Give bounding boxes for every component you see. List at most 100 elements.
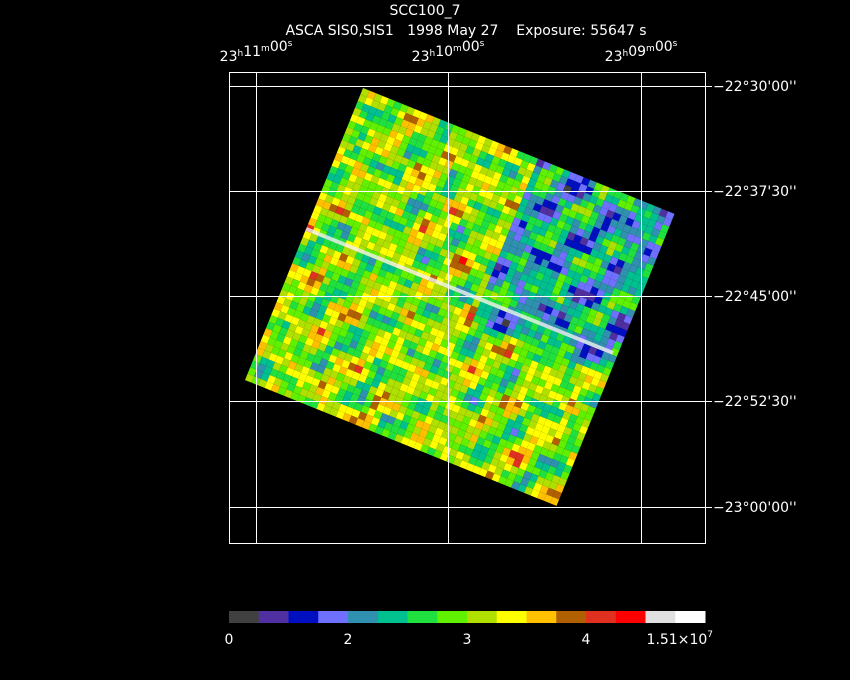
map-pixel	[537, 303, 547, 313]
map-pixel	[359, 276, 369, 286]
map-pixel	[336, 259, 346, 269]
map-pixel	[437, 383, 447, 393]
map-pixel	[493, 262, 503, 272]
map-pixel	[328, 203, 338, 213]
map-pixel	[326, 210, 336, 220]
map-pixel	[332, 363, 342, 373]
map-pixel	[570, 316, 580, 326]
map-pixel	[425, 431, 435, 441]
map-pixel	[575, 190, 585, 200]
map-pixel	[328, 316, 338, 326]
map-pixel	[454, 246, 464, 257]
ra-value: 23	[605, 49, 623, 65]
map-pixel	[497, 234, 507, 244]
map-pixel	[445, 288, 455, 298]
map-pixel	[540, 296, 550, 306]
map-pixel	[502, 334, 512, 344]
map-pixel	[407, 401, 417, 411]
map-pixel	[453, 155, 463, 166]
map-pixel	[423, 211, 433, 221]
map-pixel	[320, 298, 330, 308]
map-pixel	[472, 465, 482, 475]
map-pixel	[426, 371, 437, 381]
map-pixel	[409, 228, 419, 238]
map-pixel	[393, 380, 403, 390]
map-pixel	[278, 326, 289, 337]
map-pixel	[511, 405, 521, 415]
map-pixel	[427, 220, 437, 230]
map-pixel	[435, 239, 445, 249]
map-pixel	[404, 370, 415, 380]
map-pixel	[294, 287, 304, 298]
map-pixel	[601, 351, 611, 361]
map-pixel	[339, 253, 349, 263]
map-pixel	[481, 386, 491, 396]
map-pixel	[660, 224, 670, 234]
map-pixel	[402, 225, 412, 236]
map-pixel	[306, 390, 316, 400]
map-pixel	[474, 141, 484, 151]
map-pixel	[366, 203, 376, 213]
map-pixel	[332, 250, 342, 260]
map-pixel	[328, 241, 338, 251]
map-pixel	[348, 377, 359, 387]
map-pixel	[518, 461, 529, 471]
map-pixel	[638, 222, 648, 232]
map-pixel	[424, 415, 434, 425]
map-pixel	[484, 153, 495, 163]
map-pixel	[356, 191, 366, 202]
map-pixel	[399, 307, 410, 317]
map-pixel	[320, 336, 330, 346]
map-pixel	[483, 213, 493, 223]
map-pixel	[548, 164, 558, 174]
map-pixel	[473, 367, 483, 377]
map-pixel	[457, 240, 467, 250]
map-pixel	[345, 217, 355, 228]
map-pixel	[537, 491, 547, 501]
map-pixel	[351, 371, 361, 381]
map-pixel	[597, 266, 607, 277]
map-pixel	[334, 319, 344, 329]
map-pixel	[297, 319, 307, 329]
map-pixel	[543, 418, 553, 428]
map-pixel	[431, 305, 441, 315]
map-pixel	[298, 372, 308, 382]
colorbar-segment	[496, 611, 527, 623]
map-pixel	[563, 238, 574, 248]
map-pixel	[581, 381, 591, 391]
map-pixel	[517, 166, 527, 176]
colorbar-segment	[586, 611, 617, 623]
map-pixel	[376, 328, 386, 338]
map-pixel	[369, 401, 379, 411]
map-pixel	[394, 358, 404, 368]
map-pixel	[486, 335, 497, 345]
map-pixel	[620, 283, 631, 293]
map-pixel	[347, 362, 357, 372]
map-pixel	[381, 428, 391, 438]
map-pixel	[353, 198, 363, 208]
map-pixel	[351, 295, 361, 306]
map-pixel	[355, 418, 365, 428]
map-pixel	[462, 302, 472, 312]
map-pixel	[293, 385, 303, 395]
map-pixel	[282, 298, 293, 308]
map-pixel	[423, 249, 433, 259]
map-pixel	[510, 352, 520, 362]
map-pixel	[416, 359, 426, 369]
map-pixel	[493, 413, 503, 423]
map-pixel	[379, 246, 389, 256]
map-pixel	[426, 409, 436, 419]
map-pixel	[656, 215, 666, 225]
map-pixel	[362, 156, 372, 167]
map-pixel	[492, 322, 502, 332]
map-pixel	[399, 345, 409, 355]
map-pixel	[459, 271, 469, 281]
frame	[229, 72, 706, 544]
map-pixel	[623, 315, 633, 325]
map-pixel	[355, 229, 366, 239]
map-pixel	[515, 264, 525, 274]
map-pixel	[611, 325, 621, 335]
map-pixel	[478, 467, 488, 478]
map-pixel	[521, 455, 531, 465]
